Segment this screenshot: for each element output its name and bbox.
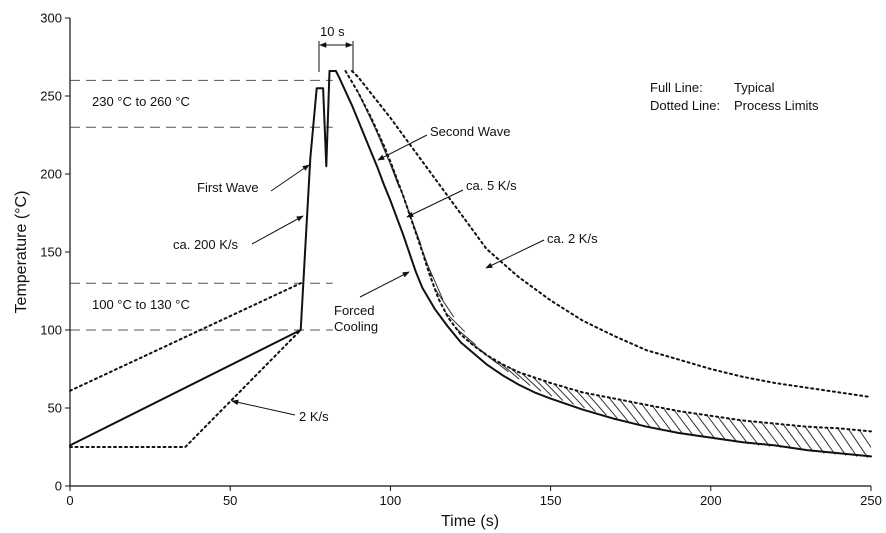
legend-label-2: Dotted Line: [650, 98, 720, 113]
hatch-mark [804, 426, 825, 454]
legend-value-1: Typical [734, 80, 775, 95]
hatch-mark [652, 405, 673, 433]
annotation-rate-2a: ca. 2 K/s [547, 231, 598, 246]
hatch-mark [739, 419, 760, 446]
y-tick-label: 250 [40, 89, 62, 104]
arrow-first-wave [270, 164, 310, 192]
hatch-mark [586, 392, 607, 416]
y-tick-label: 150 [40, 245, 62, 260]
annotation-forced-line1: Forced [334, 303, 374, 318]
hatch-region [357, 92, 871, 458]
hatch-mark [782, 424, 803, 451]
hatch-mark [619, 399, 640, 425]
hatch-mark [488, 356, 509, 373]
annotation-second-wave: Second Wave [430, 124, 510, 139]
hatch-mark [554, 383, 575, 405]
hatch-mark [564, 387, 585, 409]
x-tick-label: 50 [223, 493, 237, 508]
reference-lines [70, 79, 333, 331]
hatch-mark [597, 395, 618, 419]
hatch-mark [728, 418, 749, 445]
series-typical-line [69, 70, 872, 458]
axes: 0 50 100 150 200 250 300 0 50 100 150 200 250 [40, 11, 882, 509]
series-lines [69, 70, 872, 458]
hatch-mark [750, 420, 771, 447]
annotation-range-high: 230 °C to 260 °C [92, 94, 190, 109]
hatch-mark [521, 372, 542, 392]
x-tick-label: 200 [700, 493, 722, 508]
arrow-rate-2a [485, 239, 545, 269]
legend-label-1: Full Line: [650, 80, 703, 95]
y-tick-label: 200 [40, 167, 62, 182]
hatch-mark [630, 401, 651, 428]
hatch-mark [826, 427, 847, 456]
hatch-mark [815, 426, 836, 455]
hatch-mark [706, 414, 727, 442]
annotation-forced-line2: Cooling [334, 319, 378, 334]
hatch-mark [793, 425, 814, 453]
legend-value-2: Process Limits [734, 98, 819, 113]
hatch-mark [543, 380, 564, 401]
annotations: 230 °C to 260 °C 100 °C to 130 °C First … [92, 24, 598, 424]
hatch-mark [717, 416, 738, 443]
hatch-mark [859, 429, 871, 449]
y-axis-title: Temperature (°C) [13, 191, 30, 314]
series-process-limit-line-2 [69, 282, 302, 392]
series-process-limit-line-3 [344, 70, 872, 433]
annotation-rate-5: ca. 5 K/s [466, 178, 517, 193]
hatch-mark [456, 328, 476, 346]
y-tick-label: 0 [55, 479, 62, 494]
hatch-mark [761, 421, 782, 448]
annotation-range-low: 100 °C to 130 °C [92, 297, 190, 312]
y-tick-label: 50 [48, 401, 62, 416]
hatch-mark [673, 409, 694, 437]
hatch-mark [837, 427, 858, 457]
hatch-mark [695, 413, 716, 440]
arrow-rate-200 [251, 215, 304, 245]
hatch-mark [608, 397, 629, 422]
annotation-rate-200: ca. 200 K/s [173, 237, 239, 252]
x-axis-title: Time (s) [441, 513, 499, 530]
x-tick-label: 0 [66, 493, 73, 508]
y-tick-label: 300 [40, 11, 62, 26]
series-process-limit-line-1 [69, 329, 302, 448]
hatch-mark [662, 407, 684, 435]
x-tick-label: 100 [380, 493, 402, 508]
hatch-mark [510, 368, 531, 386]
legend: Full Line: Typical Dotted Line: Process … [650, 80, 819, 113]
hatch-mark [445, 312, 466, 332]
x-tick-label: 250 [860, 493, 882, 508]
hatch-mark [532, 376, 553, 397]
series-process-limit-line-4 [351, 70, 872, 399]
hatch-mark [575, 390, 596, 413]
arrow-forced-cooling [359, 271, 410, 298]
hatch-mark [771, 423, 792, 450]
hatch-mark [641, 403, 662, 430]
hatch-mark [684, 411, 705, 438]
annotation-ten-seconds: 10 s [320, 24, 345, 39]
x-tick-label: 150 [540, 493, 562, 508]
annotation-rate-2b: 2 K/s [299, 409, 329, 424]
annotation-first-wave: First Wave [197, 180, 259, 195]
arrow-rate-2b [231, 399, 296, 416]
hatch-mark [434, 287, 455, 318]
arrow-rate-5 [406, 189, 464, 218]
hatch-mark [848, 428, 869, 458]
y-tick-label: 100 [40, 323, 62, 338]
arrow-second-wave [377, 134, 428, 161]
